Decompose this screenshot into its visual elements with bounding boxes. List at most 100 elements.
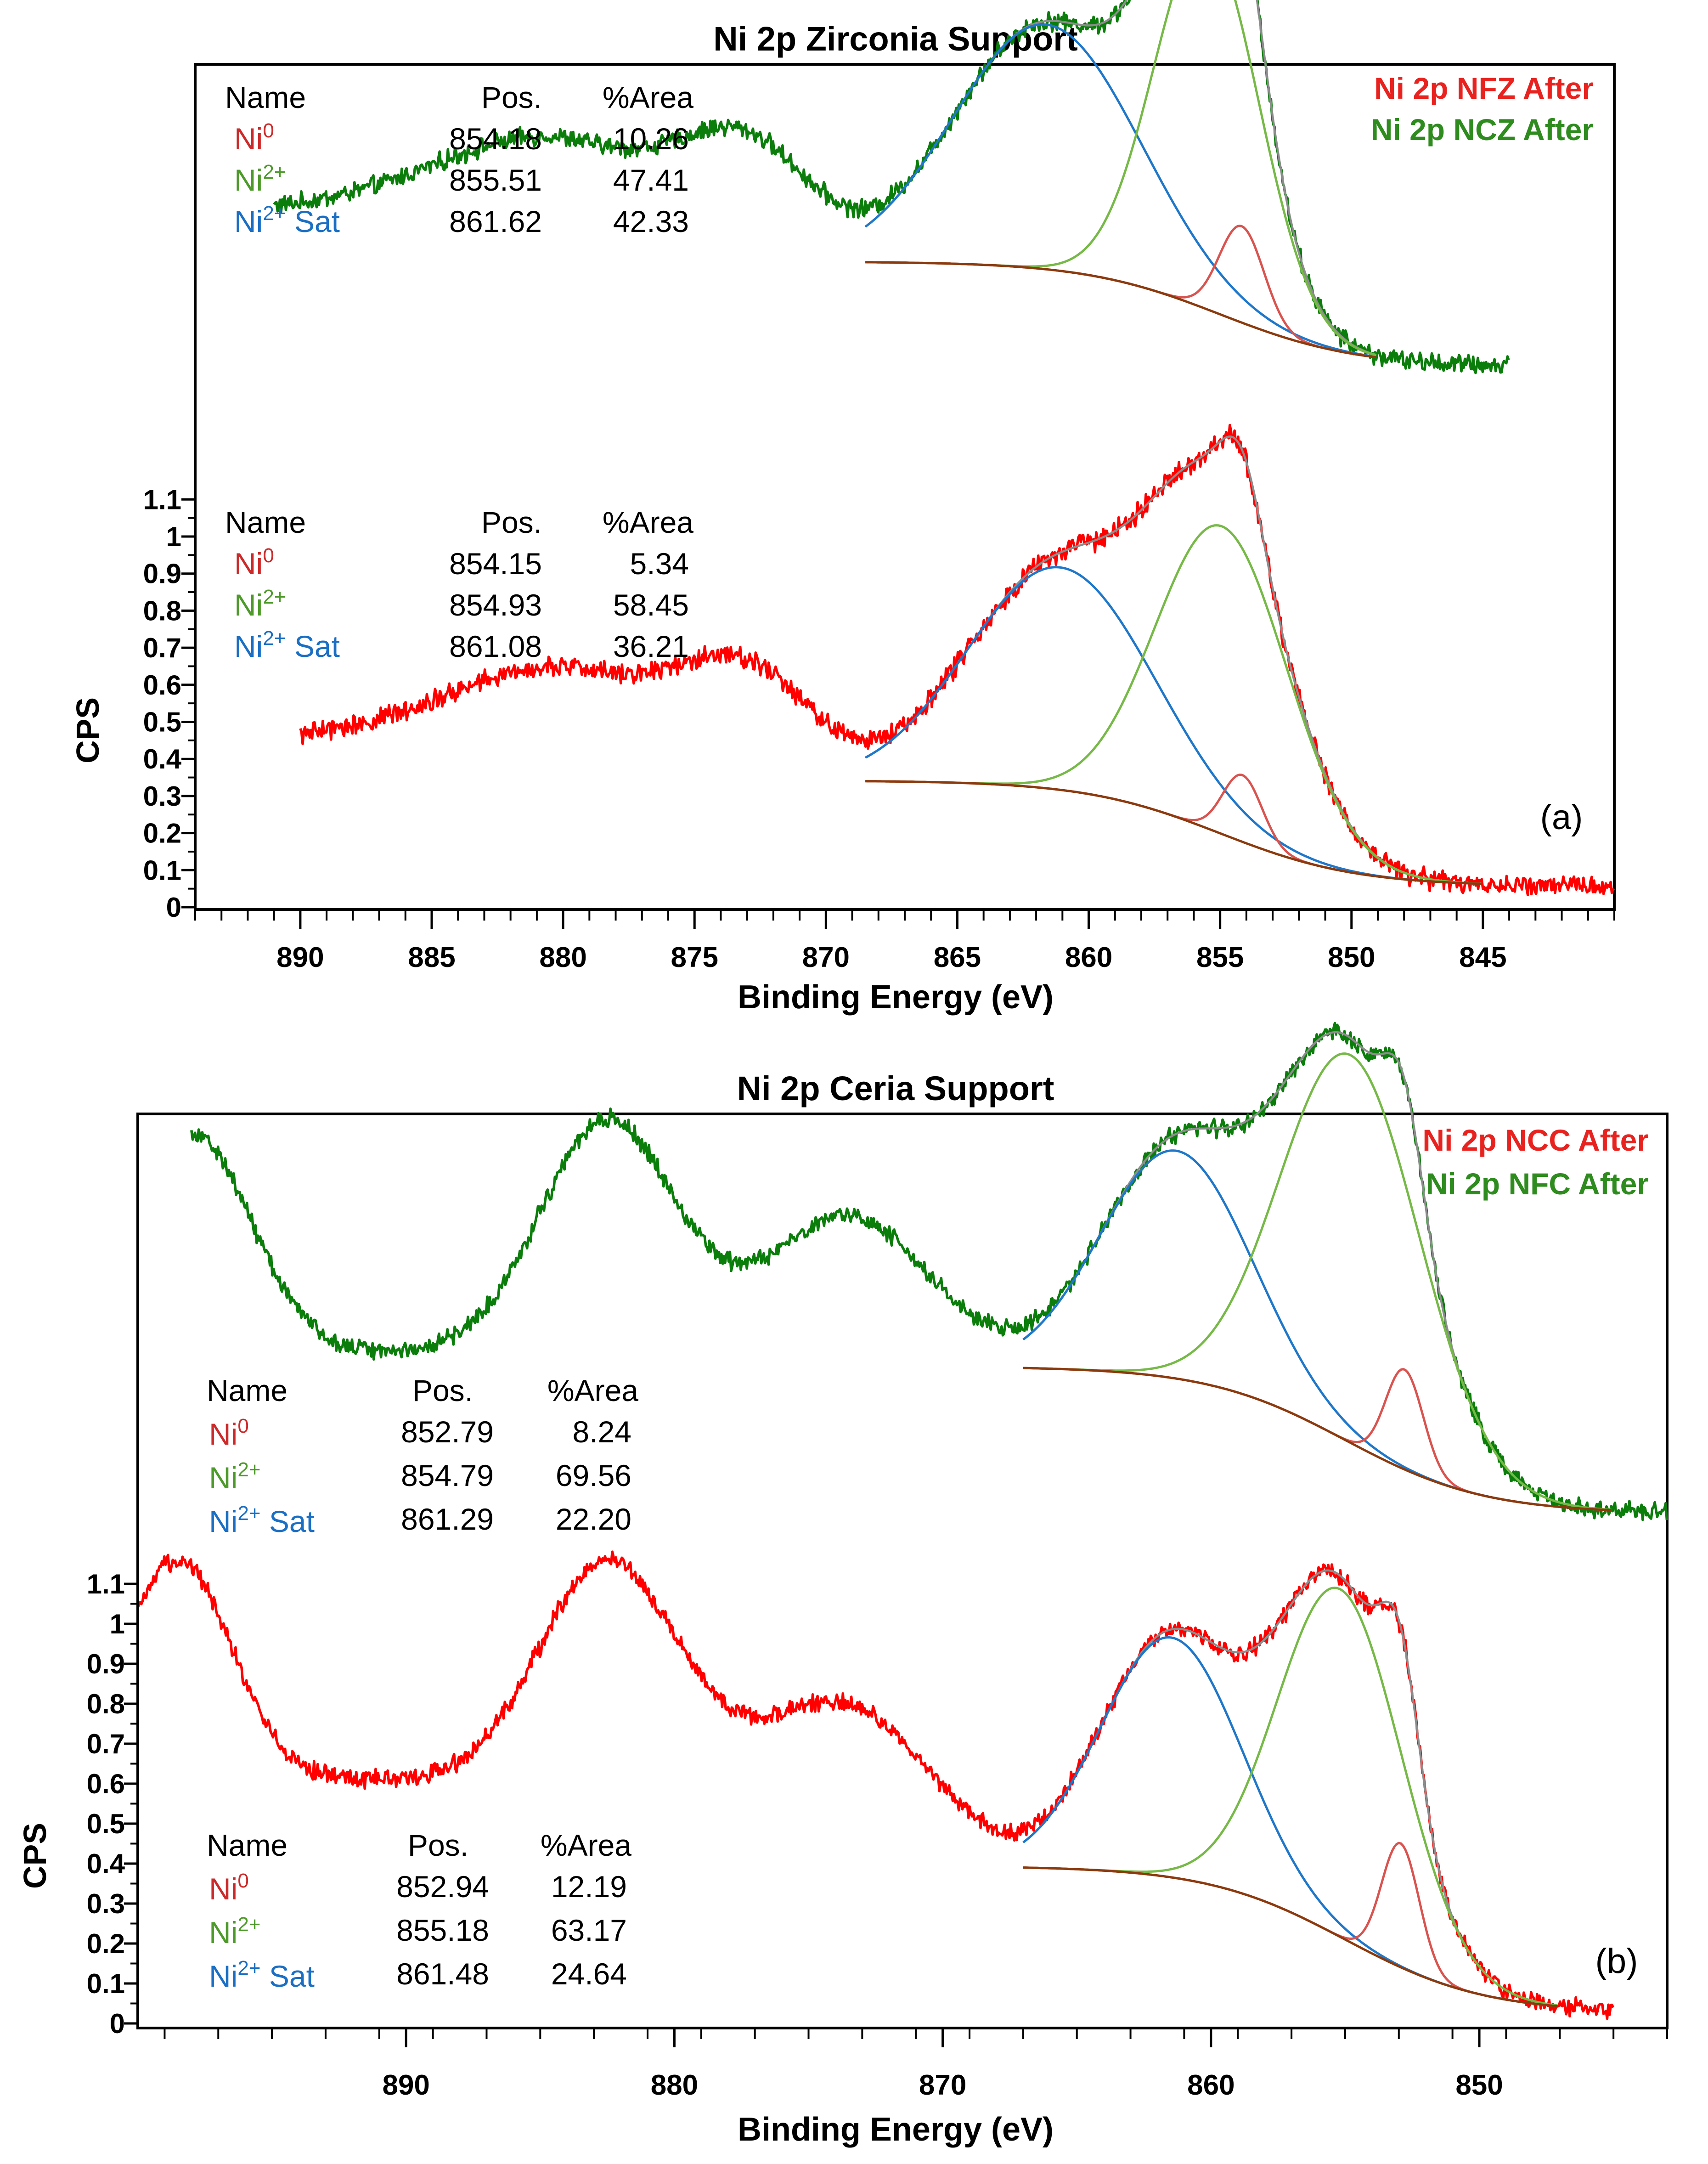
table-row-sat-pos: 861.48	[396, 1957, 489, 1991]
panel-a-title: Ni 2p Zirconia Support	[713, 20, 1077, 58]
table-row-ni2-area: 63.17	[551, 1913, 627, 1947]
x-tick-label: 855	[1196, 942, 1244, 973]
fit-background	[1023, 1367, 1612, 1512]
panel-b-letter: (b)	[1595, 1942, 1638, 1981]
table-row-ni2-label: Ni2+	[209, 1913, 261, 1949]
fit-background	[1023, 1866, 1558, 2007]
y-tick-label: 1.1	[87, 1569, 125, 1599]
table-row-sat-label: Ni2+ Sat	[234, 627, 340, 663]
panel-b-axis-ticks: 890 880 870 860 850 0 0.1 0.2 0.3 0.4 0.5 0.6 0.7 0.8…	[87, 1569, 1668, 2101]
panel-a-legend-ncz: Ni 2p NCZ After	[1371, 113, 1594, 147]
table-row-ni0-label: Ni0	[209, 1415, 249, 1451]
panel-b-ncc-fit-table: Name Pos. %Area Ni0 852.94 12.19 Ni2+ 85…	[207, 1828, 631, 1993]
y-tick-label: 0.6	[87, 1768, 125, 1799]
panel-b-plot-frame	[136, 1113, 1669, 2029]
y-tick-label: 0.1	[87, 1968, 125, 1999]
panel-a-legend-nfz: Ni 2p NFZ After	[1374, 71, 1594, 105]
table-row-ni0-area: 5.34	[630, 547, 689, 581]
table-header-pos: Pos.	[408, 1828, 468, 1862]
table-row-ni2-pos: 855.51	[449, 163, 542, 197]
y-tick-label: 0	[110, 2008, 125, 2039]
x-tick-label: 870	[919, 2069, 966, 2101]
table-row-ni0-label: Ni0	[209, 1870, 249, 1906]
table-row-sat-area: 24.64	[551, 1957, 627, 1991]
panel-b-nfc-fit-table: Name Pos. %Area Ni0 852.79 8.24 Ni2+ 854…	[207, 1373, 638, 1538]
fit-component-ni2	[1023, 1052, 1612, 1511]
table-row-ni0-pos: 854.18	[449, 122, 542, 156]
table-row-ni0-area: 8.24	[573, 1415, 631, 1449]
table-row-ni0-pos: 852.94	[396, 1870, 489, 1904]
y-tick-label: 0.6	[143, 670, 181, 701]
y-tick-label: 0.9	[87, 1649, 125, 1679]
table-header-area: %Area	[547, 1373, 638, 1407]
panel-b-title: Ni 2p Ceria Support	[737, 1069, 1054, 1107]
x-tick-label: 885	[408, 942, 455, 973]
y-tick-label: 0.9	[143, 559, 181, 589]
table-header-name: Name	[225, 80, 306, 114]
table-header-pos: Pos.	[412, 1373, 473, 1407]
table-header-area: %Area	[603, 505, 693, 539]
table-row-ni0-pos: 854.15	[449, 547, 542, 581]
table-row-ni0-label: Ni0	[234, 119, 274, 156]
table-row-ni2-pos: 854.93	[449, 588, 542, 622]
x-tick-label: 850	[1328, 942, 1375, 973]
table-row-ni0-pos: 852.79	[401, 1415, 494, 1449]
y-tick-label: 0.7	[87, 1729, 125, 1759]
table-row-sat-area: 22.20	[556, 1502, 631, 1536]
table-header-pos: Pos.	[481, 505, 542, 539]
table-row-sat-pos: 861.29	[401, 1502, 494, 1536]
table-row-ni2-pos: 854.79	[401, 1458, 494, 1492]
table-row-ni0-area: 12.19	[551, 1870, 627, 1904]
y-tick-label: 0.8	[143, 595, 181, 626]
y-tick-label: 0.4	[87, 1848, 125, 1879]
x-tick-label: 880	[539, 942, 586, 973]
table-row-ni2-label: Ni2+	[234, 161, 286, 197]
panel-b-y-axis-label: CPS	[17, 1823, 53, 1889]
raw-spectrum-bottom	[299, 424, 1615, 897]
y-tick-label: 0.8	[87, 1689, 125, 1719]
table-row-sat-label: Ni2+ Sat	[209, 1502, 315, 1538]
table-header-area: %Area	[603, 80, 693, 114]
y-tick-label: 1	[166, 521, 181, 552]
table-row-sat-label: Ni2+ Sat	[209, 1957, 315, 1993]
panel-a-zirconia: Ni 2p Zirconia Support 890 885 880 875 870 86…	[70, 0, 1616, 1016]
table-row-ni2-area: 69.56	[556, 1458, 631, 1492]
x-tick-label: 890	[382, 2069, 429, 2101]
fit-background	[865, 780, 1482, 885]
y-tick-label: 1	[110, 1609, 125, 1639]
panel-b-ceria: Ni 2p Ceria Support 890 880 870 860 850 0 0.1 0…	[17, 1022, 1669, 2148]
table-header-area: %Area	[541, 1828, 631, 1862]
x-tick-label: 865	[934, 942, 981, 973]
y-tick-label: 0	[166, 892, 181, 923]
table-header-name: Name	[207, 1373, 287, 1407]
x-tick-label: 880	[651, 2069, 698, 2101]
panel-a-y-axis-label: CPS	[70, 697, 106, 763]
table-row-sat-pos: 861.08	[449, 629, 542, 663]
x-tick-label: 845	[1459, 942, 1506, 973]
y-tick-label: 0.4	[143, 744, 182, 774]
table-header-name: Name	[207, 1828, 287, 1862]
panel-b-legend-nfc: Ni 2p NFC After	[1426, 1167, 1649, 1201]
y-tick-label: 0.7	[143, 633, 181, 663]
y-tick-label: 0.5	[143, 707, 181, 738]
panel-a-x-axis-label: Binding Energy (eV)	[738, 979, 1054, 1016]
panel-b-curves	[136, 1022, 1669, 2020]
x-tick-label: 860	[1065, 942, 1112, 973]
table-row-ni2-label: Ni2+	[234, 586, 286, 622]
table-row-ni2-label: Ni2+	[209, 1458, 261, 1495]
panel-a-curves	[273, 0, 1615, 897]
table-row-sat-label: Ni2+ Sat	[234, 202, 340, 238]
x-tick-label: 890	[276, 942, 324, 973]
table-row-ni2-pos: 855.18	[396, 1913, 489, 1947]
y-tick-label: 0.1	[143, 855, 181, 886]
table-row-ni2-area: 47.41	[613, 163, 689, 197]
fit-background	[865, 261, 1376, 359]
table-row-ni0-label: Ni0	[234, 544, 274, 581]
panel-b-x-axis-label: Binding Energy (eV)	[738, 2111, 1054, 2148]
panel-a-nfz-fit-table: Name Pos. %Area Ni0 854.15 5.34 Ni2+ 854…	[225, 505, 693, 663]
table-header-name: Name	[225, 505, 306, 539]
y-tick-label: 0.3	[143, 781, 181, 812]
x-tick-label: 875	[671, 942, 718, 973]
